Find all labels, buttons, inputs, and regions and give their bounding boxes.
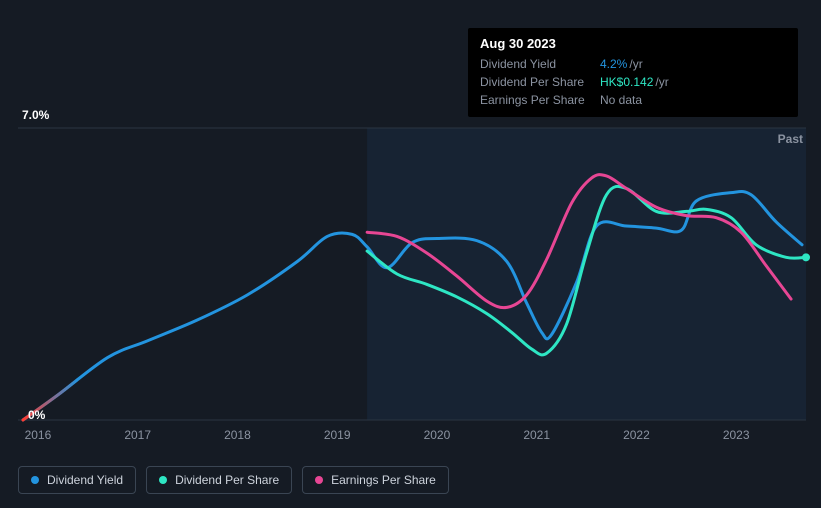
legend-item[interactable]: Dividend Per Share <box>146 466 292 494</box>
legend-item-label: Earnings Per Share <box>331 473 436 487</box>
tooltip-row-label: Earnings Per Share <box>480 93 600 107</box>
x-tick-label: 2017 <box>124 428 151 442</box>
tooltip-row-value: HK$0.142 <box>600 75 653 89</box>
tooltip-row-suffix: /yr <box>655 75 668 89</box>
tooltip-row-suffix: /yr <box>629 57 642 71</box>
x-tick-label: 2020 <box>424 428 451 442</box>
legend-dot-icon <box>159 476 167 484</box>
tooltip-date: Aug 30 2023 <box>480 36 786 51</box>
x-tick-label: 2016 <box>25 428 52 442</box>
x-tick-label: 2018 <box>224 428 251 442</box>
x-tick-label: 2019 <box>324 428 351 442</box>
legend-dot-icon <box>315 476 323 484</box>
legend-item[interactable]: Earnings Per Share <box>302 466 449 494</box>
tooltip-row-value: 4.2% <box>600 57 627 71</box>
past-label: Past <box>778 132 803 146</box>
x-tick-label: 2022 <box>623 428 650 442</box>
series-end-dot-dividend_per_share <box>802 253 810 261</box>
legend-item[interactable]: Dividend Yield <box>18 466 136 494</box>
legend-dot-icon <box>31 476 39 484</box>
tooltip-row-value: No data <box>600 93 642 107</box>
tooltip-row: Dividend Per ShareHK$0.142/yr <box>480 73 786 91</box>
x-tick-label: 2023 <box>723 428 750 442</box>
chart-tooltip: Aug 30 2023 Dividend Yield4.2%/yrDividen… <box>468 28 798 117</box>
chart-legend: Dividend Yield Dividend Per Share Earnings… <box>18 466 449 494</box>
tooltip-row: Earnings Per ShareNo data <box>480 91 786 109</box>
tooltip-row-label: Dividend Yield <box>480 57 600 71</box>
tooltip-row: Dividend Yield4.2%/yr <box>480 55 786 73</box>
tooltip-row-label: Dividend Per Share <box>480 75 600 89</box>
x-tick-label: 2021 <box>523 428 550 442</box>
y-axis-min-label: 0% <box>28 408 45 422</box>
legend-item-label: Dividend Yield <box>47 473 123 487</box>
legend-item-label: Dividend Per Share <box>175 473 279 487</box>
x-axis-ticks: 2016 2017 2018 2019 2020 2021 2022 2023 <box>0 428 821 444</box>
